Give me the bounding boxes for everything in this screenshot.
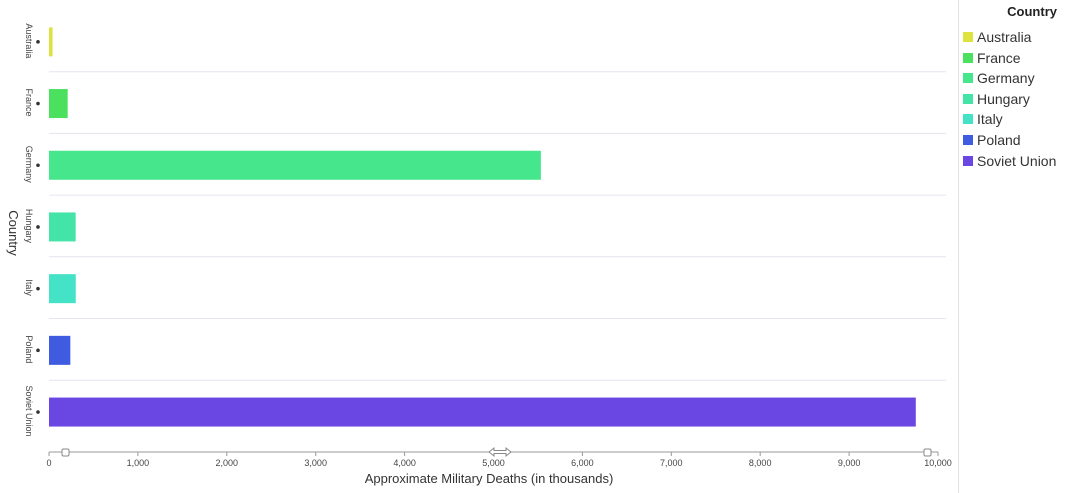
legend-label: Australia bbox=[977, 29, 1032, 45]
legend-swatch bbox=[963, 52, 973, 63]
legend-swatch bbox=[963, 93, 973, 104]
bar-france[interactable] bbox=[49, 89, 68, 119]
legend-item-germany[interactable]: Germany bbox=[963, 69, 1035, 87]
category-label: Soviet Union bbox=[24, 386, 34, 437]
legend-label: Hungary bbox=[977, 90, 1030, 107]
category-dot bbox=[36, 286, 40, 291]
x-tick-label: 1,000 bbox=[127, 458, 150, 468]
bar-australia[interactable] bbox=[49, 27, 53, 57]
legend-item-australia[interactable]: Australia bbox=[963, 28, 1031, 46]
legend-swatch bbox=[963, 32, 973, 42]
bar-germany[interactable] bbox=[49, 150, 541, 180]
x-tick-label: 6,000 bbox=[571, 458, 594, 468]
legend-item-italy[interactable]: Italy bbox=[963, 110, 1003, 128]
x-tick-label: 5,000 bbox=[482, 458, 505, 468]
legend-swatch bbox=[963, 114, 973, 125]
zoom-pan-handle[interactable] bbox=[488, 446, 512, 458]
legend-item-soviet-union[interactable]: Soviet Union bbox=[963, 152, 1056, 170]
legend-label: Poland bbox=[977, 132, 1021, 148]
legend-title: Country bbox=[1007, 4, 1057, 19]
bar-chart: Australia France Germany Hungary Italy Poland… bbox=[6, 23, 952, 486]
category-dot bbox=[36, 348, 40, 353]
x-tick-label: 0 bbox=[46, 458, 51, 468]
x-tick-label: 10,000 bbox=[924, 458, 952, 468]
bar-soviet-union[interactable] bbox=[49, 397, 916, 427]
category-label: Australia bbox=[24, 23, 34, 58]
category-dot bbox=[36, 101, 40, 106]
x-tick-label: 7,000 bbox=[660, 458, 683, 468]
bar-italy[interactable] bbox=[49, 274, 76, 304]
legend-label: Italy bbox=[977, 111, 1003, 128]
legend-label: France bbox=[977, 49, 1021, 66]
x-tick-label: 9,000 bbox=[838, 458, 861, 468]
x-tick-label: 3,000 bbox=[304, 458, 327, 468]
legend-swatch bbox=[963, 73, 973, 84]
bar-hungary[interactable] bbox=[49, 212, 76, 242]
y-axis-title: Country bbox=[6, 210, 21, 256]
category-label: Poland bbox=[24, 335, 34, 363]
zoom-handle-right[interactable] bbox=[923, 448, 932, 457]
legend-item-hungary[interactable]: Hungary bbox=[963, 90, 1030, 108]
bar-poland[interactable] bbox=[49, 335, 71, 365]
legend: Country Australia France Germany Hungary Ita… bbox=[958, 0, 1088, 493]
category-dot bbox=[36, 225, 40, 229]
x-tick-label: 4,000 bbox=[393, 458, 416, 468]
category-label: France bbox=[24, 89, 34, 117]
legend-item-poland[interactable]: Poland bbox=[963, 131, 1021, 149]
legend-swatch bbox=[963, 135, 973, 145]
category-dot bbox=[36, 410, 40, 414]
category-label: Germany bbox=[24, 146, 34, 184]
category-label: Hungary bbox=[24, 209, 34, 244]
x-axis-title: Approximate Military Deaths (in thousand… bbox=[365, 471, 614, 486]
legend-swatch bbox=[963, 155, 973, 166]
legend-label: Germany bbox=[977, 70, 1035, 87]
legend-label: Soviet Union bbox=[977, 152, 1057, 169]
x-tick-label: 8,000 bbox=[749, 458, 772, 468]
category-dot bbox=[36, 163, 40, 168]
category-label: Italy bbox=[24, 279, 34, 296]
x-tick-label: 2,000 bbox=[216, 458, 239, 468]
zoom-handle-left[interactable] bbox=[61, 448, 70, 457]
category-dot bbox=[36, 40, 40, 44]
legend-item-france[interactable]: France bbox=[963, 49, 1021, 67]
